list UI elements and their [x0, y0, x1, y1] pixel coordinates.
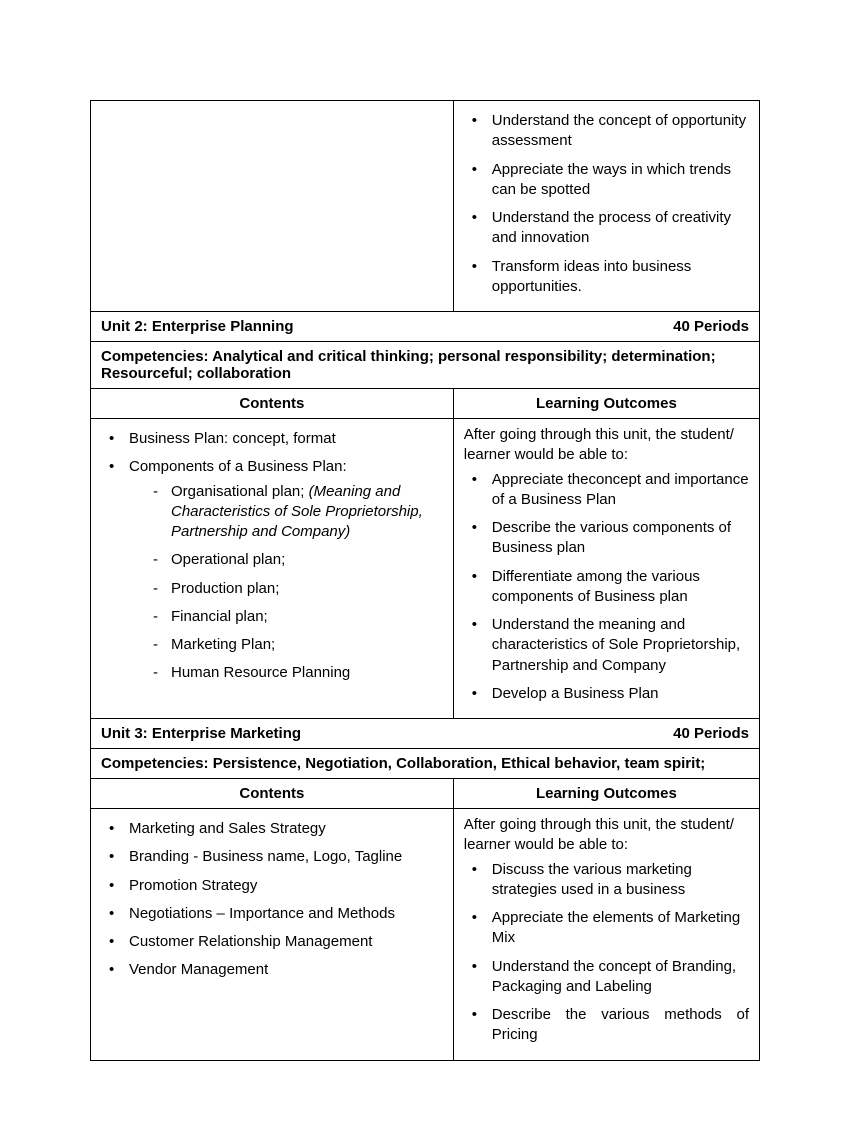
unit3-contents-list: Marketing and Sales Strategy Branding - … [101, 819, 443, 981]
unit2-contents-cell: Business Plan: concept, format Component… [91, 419, 454, 719]
list-item: Differentiate among the various componen… [464, 567, 749, 608]
unit3-col-headers-row: Contents Learning Outcomes [91, 779, 760, 809]
list-item: Human Resource Planning [147, 663, 443, 683]
list-item: Branding - Business name, Logo, Tagline [101, 847, 443, 867]
unit2-outcomes-list: Appreciate theconcept and importance of … [464, 470, 749, 705]
unit3-body-row: Marketing and Sales Strategy Branding - … [91, 809, 760, 1061]
list-item: Appreciate the elements of Marketing Mix [464, 908, 749, 949]
list-item: Understand the concept of opportunity as… [464, 111, 749, 152]
unit2-competencies-row: Competencies: Analytical and critical th… [91, 342, 760, 389]
list-item: Negotiations – Importance and Methods [101, 904, 443, 924]
list-item-text: Components of a Business Plan: [129, 458, 347, 475]
unit2-sub-list: Organisational plan; (Meaning and Charac… [147, 482, 443, 684]
unit2-contents-header: Contents [91, 389, 454, 419]
list-item: Describe the various methods of Pricing [464, 1005, 749, 1046]
unit3-outcomes-cell: After going through this unit, the stude… [453, 809, 759, 1061]
unit3-contents-header: Contents [91, 779, 454, 809]
list-item: Operational plan; [147, 550, 443, 570]
unit2-contents-list: Business Plan: concept, format Component… [101, 429, 443, 684]
list-item: Marketing and Sales Strategy [101, 819, 443, 839]
list-item: Understand the concept of Branding, Pack… [464, 957, 749, 998]
list-item: Vendor Management [101, 960, 443, 980]
unit2-outcomes-header: Learning Outcomes [453, 389, 759, 419]
list-item: Marketing Plan; [147, 635, 443, 655]
top-outcomes-cell: Understand the concept of opportunity as… [453, 101, 759, 312]
list-item: Appreciate the ways in which trends can … [464, 160, 749, 201]
list-item: Customer Relationship Management [101, 932, 443, 952]
unit3-competencies-row: Competencies: Persistence, Negotiation, … [91, 749, 760, 779]
top-left-empty-cell [91, 101, 454, 312]
unit3-contents-cell: Marketing and Sales Strategy Branding - … [91, 809, 454, 1061]
list-item: Develop a Business Plan [464, 684, 749, 704]
list-item: Production plan; [147, 579, 443, 599]
unit3-header-cell: Unit 3: Enterprise Marketing 40 Periods [91, 719, 760, 749]
unit2-periods: 40 Periods [673, 318, 749, 335]
list-item: Financial plan; [147, 607, 443, 627]
syllabus-table: Understand the concept of opportunity as… [90, 100, 760, 1061]
list-item: Components of a Business Plan: Organisat… [101, 457, 443, 683]
unit2-col-headers-row: Contents Learning Outcomes [91, 389, 760, 419]
list-item: Transform ideas into business opportunit… [464, 257, 749, 298]
sub-item-prefix: Organisational plan; [171, 483, 309, 500]
list-item: Understand the meaning and characteristi… [464, 615, 749, 676]
unit2-title: Unit 2: Enterprise Planning [101, 318, 294, 335]
top-outcomes-list: Understand the concept of opportunity as… [464, 111, 749, 297]
unit3-outcomes-header: Learning Outcomes [453, 779, 759, 809]
unit3-outcomes-intro: After going through this unit, the stude… [464, 815, 749, 856]
list-item: Appreciate theconcept and importance of … [464, 470, 749, 511]
unit3-header-row: Unit 3: Enterprise Marketing 40 Periods [91, 719, 760, 749]
list-item: Discuss the various marketing strategies… [464, 860, 749, 901]
list-item: Describe the various components of Busin… [464, 518, 749, 559]
unit3-outcomes-list: Discuss the various marketing strategies… [464, 860, 749, 1046]
unit2-outcomes-cell: After going through this unit, the stude… [453, 419, 759, 719]
unit2-outcomes-intro: After going through this unit, the stude… [464, 425, 749, 466]
unit2-header-cell: Unit 2: Enterprise Planning 40 Periods [91, 312, 760, 342]
top-row: Understand the concept of opportunity as… [91, 101, 760, 312]
unit2-competencies: Competencies: Analytical and critical th… [91, 342, 760, 389]
list-item: Understand the process of creativity and… [464, 208, 749, 249]
list-item: Business Plan: concept, format [101, 429, 443, 449]
unit3-title: Unit 3: Enterprise Marketing [101, 725, 301, 742]
list-item: Organisational plan; (Meaning and Charac… [147, 482, 443, 543]
list-item: Promotion Strategy [101, 876, 443, 896]
unit3-periods: 40 Periods [673, 725, 749, 742]
unit2-body-row: Business Plan: concept, format Component… [91, 419, 760, 719]
unit3-competencies: Competencies: Persistence, Negotiation, … [91, 749, 760, 779]
unit2-header-row: Unit 2: Enterprise Planning 40 Periods [91, 312, 760, 342]
